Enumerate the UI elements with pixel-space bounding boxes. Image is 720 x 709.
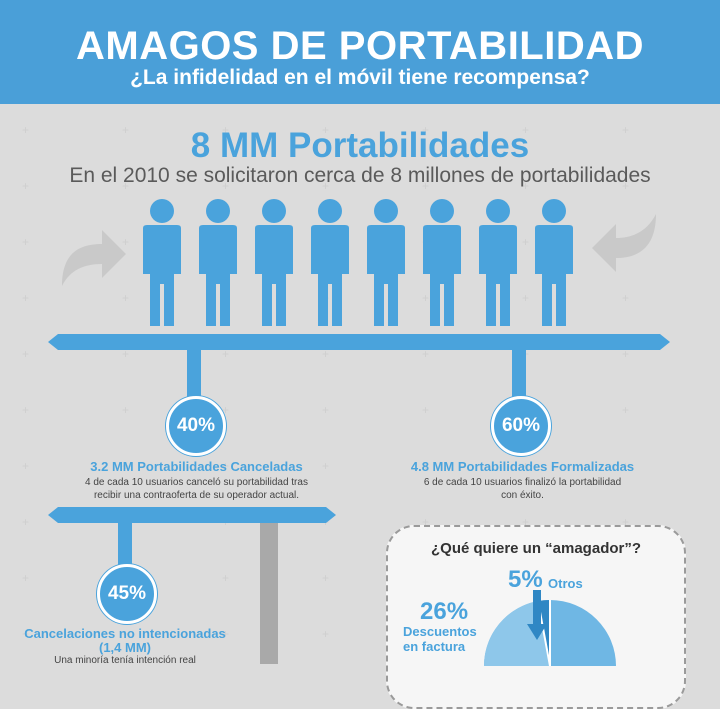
stat-subtitle-no-intencionadas: (1,4 MM) [99,640,151,655]
page-subtitle: ¿La infidelidad en el móvil tiene recomp… [130,66,590,89]
stat-title-no-intencionadas: Cancelaciones no intencionadas [24,626,226,641]
plus-decoration: + [422,403,430,417]
percent-circle-no-intencionadas: 45% [97,564,157,624]
plus-decoration: + [522,235,530,249]
stat-desc-formalizadas: 6 de cada 10 usuarios finalizó la portab… [423,477,622,501]
stem-right [512,350,526,398]
plus-decoration: + [22,571,30,585]
plus-decoration: + [522,459,530,473]
stat-desc-no-intencionadas: Una minoría tenía intención real [54,655,196,666]
plus-decoration: + [622,123,630,137]
plus-decoration: + [622,515,630,529]
person-icon [361,198,411,328]
plus-decoration: + [422,123,430,137]
plus-decoration: + [22,347,30,361]
pointer-arrow-icon [527,590,547,640]
percent-descuentos: 26% [420,598,469,625]
intro-title: 8 MM Portabilidades [190,126,530,165]
plus-decoration: + [122,235,130,249]
plus-decoration: + [322,403,330,417]
plus-decoration: + [222,123,230,137]
plus-decoration: + [22,627,30,641]
main-beam [48,334,670,350]
plus-decoration: + [322,627,330,641]
plus-decoration: + [122,291,130,305]
person-icon [137,198,187,328]
gray-stem [260,523,278,664]
page-title: AMAGOS DE PORTABILIDAD [75,24,645,68]
percent-circle-canceladas: 40% [166,396,226,456]
plus-decoration: + [122,627,130,641]
plus-decoration: + [122,179,130,193]
plus-decoration: + [222,571,230,585]
percent-circle-formalizadas: 60% [491,396,551,456]
plus-decoration: + [622,347,630,361]
label-descuentos: Descuentos en factura [403,624,477,654]
stat-title-canceladas: 3.2 MM Portabilidades Canceladas [90,459,303,474]
plus-decoration: + [22,459,30,473]
person-icon [249,198,299,328]
people-row [137,198,582,328]
plus-decoration: + [422,347,430,361]
plus-decoration: + [622,403,630,417]
plus-decoration: + [522,179,530,193]
plus-decoration: + [622,291,630,305]
plus-decoration: + [22,291,30,305]
person-icon [417,198,467,328]
plus-decoration: + [522,291,530,305]
curved-arrow-left-icon [62,230,126,286]
plus-decoration: + [622,459,630,473]
stat-title-formalizadas: 4.8 MM Portabilidades Formalizadas [410,459,635,474]
plus-decoration: + [122,459,130,473]
percent-otros: 5% [508,566,543,593]
plus-decoration: + [322,459,330,473]
question-title: ¿Qué quiere un “amagador”? [430,540,642,557]
plus-decoration: + [222,179,230,193]
secondary-beam [48,507,336,523]
plus-decoration: + [622,179,630,193]
person-icon [193,198,243,328]
header-banner: AMAGOS DE PORTABILIDAD ¿La infidelidad e… [0,0,720,104]
person-icon [305,198,355,328]
plus-decoration: + [522,515,530,529]
plus-decoration: + [422,291,430,305]
stem-left [187,350,201,398]
stat-desc-canceladas: 4 de cada 10 usuarios canceló su portabi… [85,477,308,501]
person-icon [529,198,579,328]
curved-arrow-right-icon [592,214,656,272]
plus-decoration: + [22,123,30,137]
plus-decoration: + [422,459,430,473]
plus-decoration: + [222,627,230,641]
plus-decoration: + [422,515,430,529]
plus-decoration: + [122,403,130,417]
plus-decoration: + [322,571,330,585]
plus-decoration: + [222,403,230,417]
plus-decoration: + [22,403,30,417]
stem-no-intencionadas [118,523,132,565]
plus-decoration: + [22,179,30,193]
plus-decoration: + [222,459,230,473]
plus-decoration: + [22,235,30,249]
plus-decoration: + [222,347,230,361]
plus-decoration: + [422,179,430,193]
plus-decoration: + [122,123,130,137]
plus-decoration: + [122,347,130,361]
intro-subtitle: En el 2010 se solicitaron cerca de 8 mil… [69,164,651,187]
plus-decoration: + [22,515,30,529]
plus-decoration: + [322,179,330,193]
label-otros: Otros [548,576,583,591]
person-icon [473,198,523,328]
plus-decoration: + [322,347,330,361]
plus-decoration: + [322,123,330,137]
plus-decoration: + [522,123,530,137]
